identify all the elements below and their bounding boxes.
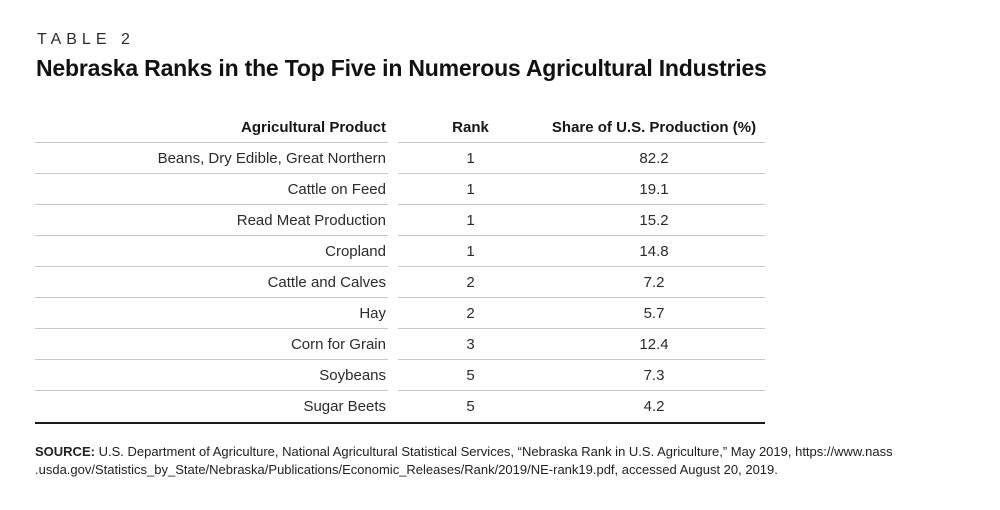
source-text-line2: .usda.gov/Statistics_by_State/Nebraska/P…	[35, 461, 778, 477]
row-right-segment: 2 7.2	[398, 267, 765, 298]
column-header-rank: Rank	[452, 119, 489, 136]
product-cell: Beans, Dry Edible, Great Northern	[35, 143, 388, 174]
table-title: Nebraska Ranks in the Top Five in Numero…	[36, 55, 767, 81]
rank-cell: 2	[466, 305, 475, 322]
rank-cell: 2	[466, 274, 475, 291]
share-cell: 7.2	[643, 274, 665, 291]
rank-cell: 3	[466, 336, 475, 353]
product-cell: Cattle and Calves	[35, 267, 388, 298]
share-cell: 7.3	[643, 367, 665, 384]
row-right-segment: 3 12.4	[398, 329, 765, 360]
share-cell: 14.8	[639, 243, 669, 260]
row-right-segment: 2 5.7	[398, 298, 765, 329]
header-right-segment: Rank Share of U.S. Production (%)	[398, 112, 765, 143]
agricultural-rankings-table: Agricultural Product Rank Share of U.S. …	[35, 112, 765, 424]
share-cell: 19.1	[639, 181, 669, 198]
table-row: Corn for Grain 3 12.4	[35, 329, 765, 360]
share-cell: 12.4	[639, 336, 669, 353]
product-cell: Sugar Beets	[303, 398, 386, 415]
share-cell: 82.2	[639, 150, 669, 167]
table-row: Read Meat Production 1 15.2	[35, 205, 765, 236]
table-number-label: TABLE 2	[37, 31, 135, 48]
source-label: SOURCE:	[35, 444, 95, 459]
rank-cell: 5	[466, 398, 475, 415]
share-cell: 5.7	[643, 305, 665, 322]
table-row: Beans, Dry Edible, Great Northern 1 82.2	[35, 143, 765, 174]
share-cell: 4.2	[643, 398, 665, 415]
rank-cell: 1	[466, 150, 475, 167]
table-row: Cropland 1 14.8	[35, 236, 765, 267]
product-cell: Corn for Grain	[35, 329, 388, 360]
source-text-line1: U.S. Department of Agriculture, National…	[98, 444, 893, 459]
rank-cell: 1	[466, 181, 475, 198]
table-row: Sugar Beets 5 4.2	[35, 391, 765, 422]
row-right-segment: 1 14.8	[398, 236, 765, 267]
table-row: Cattle on Feed 1 19.1	[35, 174, 765, 205]
column-header-agricultural-product: Agricultural Product	[35, 112, 388, 143]
table-row: Soybeans 5 7.3	[35, 360, 765, 391]
rank-cell: 1	[466, 212, 475, 229]
column-header-share: Share of U.S. Production (%)	[551, 119, 757, 136]
row-right-segment: 5 4.2	[398, 391, 765, 422]
source-note: SOURCE: U.S. Department of Agriculture, …	[35, 443, 980, 478]
row-right-segment: 1 19.1	[398, 174, 765, 205]
rank-cell: 1	[466, 243, 475, 260]
share-cell: 15.2	[639, 212, 669, 229]
product-cell: Hay	[35, 298, 388, 329]
product-cell: Cattle on Feed	[35, 174, 388, 205]
product-cell: Cropland	[35, 236, 388, 267]
row-right-segment: 1 15.2	[398, 205, 765, 236]
row-right-segment: 5 7.3	[398, 360, 765, 391]
table-body: Beans, Dry Edible, Great Northern 1 82.2 Ca…	[35, 143, 765, 422]
table-header-row: Agricultural Product Rank Share of U.S. …	[35, 112, 765, 143]
product-cell: Soybeans	[35, 360, 388, 391]
table-row: Cattle and Calves 2 7.2	[35, 267, 765, 298]
table-row: Hay 2 5.7	[35, 298, 765, 329]
rank-cell: 5	[466, 367, 475, 384]
row-right-segment: 1 82.2	[398, 143, 765, 174]
product-cell: Read Meat Production	[35, 205, 388, 236]
